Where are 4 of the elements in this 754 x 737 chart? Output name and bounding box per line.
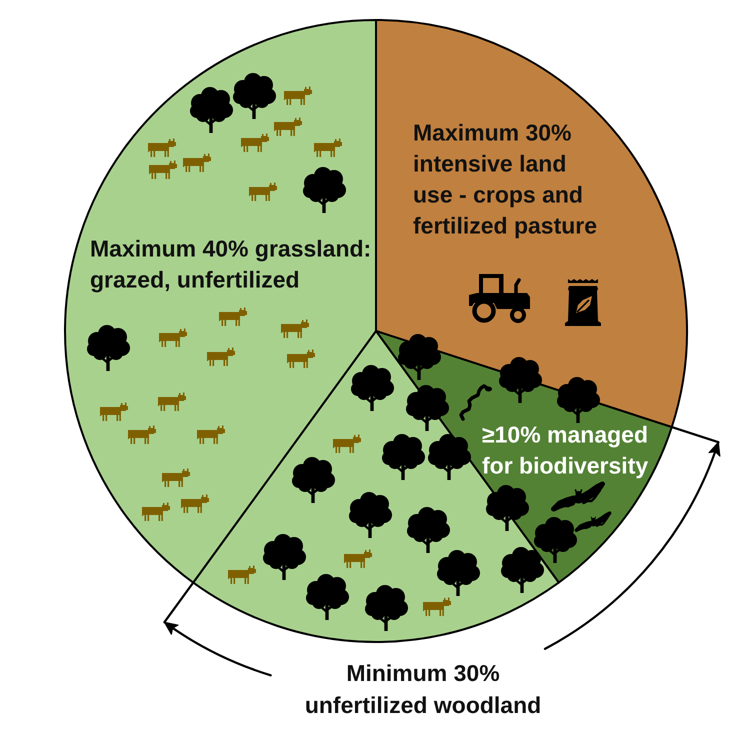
slice-label: Maximum 40% grassland: grazed, unfertilized [90, 236, 372, 292]
text: Minimum 30% unfertilized woodland [304, 660, 542, 718]
legend-label: ≥10% managed for biodiversity [482, 422, 648, 478]
slice-label: Maximum 30% intensive land use - crops and fertilized pasture [413, 120, 598, 238]
